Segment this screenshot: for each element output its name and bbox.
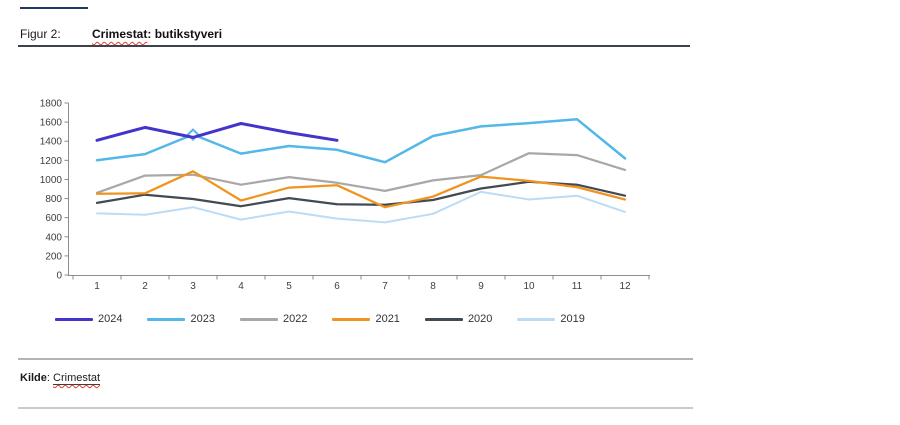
x-axis-tick-label: 4	[238, 281, 244, 292]
source-link-text: Crimestat	[53, 372, 101, 384]
top-accent-line	[20, 7, 88, 9]
series-line-2021	[95, 170, 627, 209]
series-line-2022	[95, 152, 627, 194]
x-axis-tick-label: 12	[619, 281, 631, 292]
legend-label-2020: 2020	[467, 313, 493, 325]
source-row: Kilde: Crimestat	[20, 372, 101, 385]
legend-item-2022: 2022	[239, 313, 308, 325]
x-axis-tick-label: 2	[142, 281, 148, 292]
header-rule	[18, 45, 690, 47]
legend-swatch-2023	[147, 317, 186, 321]
x-axis-tick-label: 9	[478, 281, 484, 292]
source-separator: :	[46, 372, 54, 384]
series-line-2023	[95, 117, 627, 164]
footer-rule-top	[18, 358, 693, 360]
y-axis-tick-label: 400	[45, 232, 62, 243]
y-axis-tick-label: 1600	[40, 118, 63, 129]
legend-swatch-2020	[424, 317, 463, 321]
x-axis-tick-label: 8	[430, 281, 436, 292]
legend-item-2023: 2023	[147, 313, 215, 325]
legend-item-2024: 2024	[55, 313, 122, 325]
chart-series	[95, 117, 627, 224]
figure-title-word: Crimestat	[92, 27, 148, 41]
legend-item-2021: 2021	[332, 313, 400, 325]
legend-label-2019: 2019	[560, 313, 585, 325]
y-axis-tick-label: 1000	[40, 175, 63, 186]
axis-ticks	[64, 102, 650, 280]
legend-label-2023: 2023	[190, 313, 215, 325]
x-axis-tick-label: 11	[572, 281, 583, 292]
legend-label-2021: 2021	[375, 313, 400, 325]
legend-label-2024: 2024	[98, 313, 123, 325]
figure-header: Figur 2: Crimestat: butikstyveri	[0, 27, 700, 45]
legend-swatch-2021	[332, 317, 371, 321]
legend-swatch-2024	[55, 317, 93, 321]
legend-item-2019: 2019	[517, 313, 585, 325]
x-axis-tick-label: 5	[286, 281, 292, 292]
figure-title-rest: : butikstyveri	[147, 27, 223, 41]
x-axis-tick-label: 1	[94, 281, 100, 292]
x-axis-tick-label: 7	[382, 281, 388, 292]
y-axis-tick-label: 0	[56, 271, 62, 282]
y-axis-tick-label: 1200	[40, 156, 63, 167]
footer-rule-bottom	[18, 407, 693, 409]
y-axis-tick-label: 1800	[40, 99, 63, 110]
source-label: Kilde	[20, 372, 47, 384]
chart-area: 0 200 400 600 800 1000 1200 1400 1600 1800 1 2 3 4 5 6 7…	[25, 92, 675, 302]
series-line-2024	[95, 122, 339, 142]
legend: 2024 2023 2022 2021 2020 2019	[55, 313, 585, 325]
series-line-2019	[96, 190, 626, 224]
y-axis-tick-label: 600	[45, 213, 62, 224]
source-link[interactable]: Crimestat	[53, 372, 101, 385]
legend-item-2020: 2020	[424, 313, 493, 325]
x-axis-tick-label: 3	[190, 281, 196, 292]
y-axis-tick-label: 800	[45, 194, 62, 205]
y-axis-tick-label: 1400	[40, 137, 63, 148]
series-line-2020	[95, 180, 627, 208]
x-axis-tick-label: 6	[334, 281, 340, 292]
figure-title: Crimestat: butikstyveri	[92, 27, 222, 41]
figure-label: Figur 2:	[20, 27, 61, 41]
x-axis-tick-label: 10	[523, 281, 535, 292]
legend-swatch-2019	[517, 317, 556, 321]
legend-swatch-2022	[239, 317, 278, 321]
legend-label-2022: 2022	[282, 313, 308, 325]
y-axis-tick-label: 200	[45, 251, 62, 262]
